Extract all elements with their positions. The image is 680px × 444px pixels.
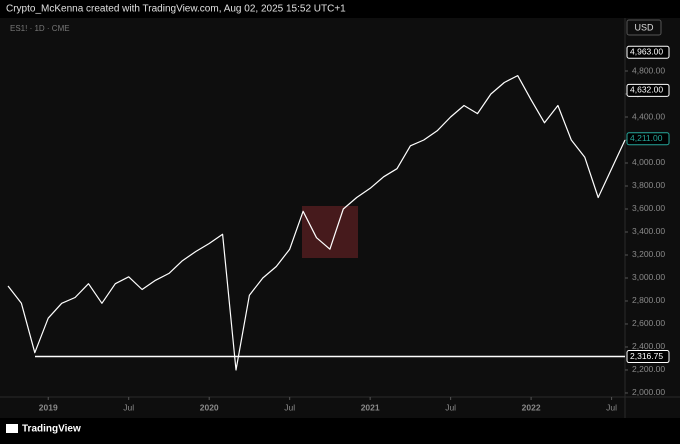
price-marker: [626, 132, 670, 146]
x-tick-label: Jul: [284, 402, 295, 412]
price-marker-label: 4,632.00: [630, 85, 663, 95]
price-marker: [626, 83, 670, 97]
y-tick-label: 3,200.00: [632, 249, 665, 259]
price-line: [7, 75, 626, 371]
price-marker: [626, 45, 670, 59]
y-tick-label: 2,400.00: [632, 341, 665, 351]
y-tick-label: 2,800.00: [632, 295, 665, 305]
header-text: Crypto_McKenna created with TradingView.…: [6, 4, 346, 15]
y-tick-label: 4,800.00: [632, 65, 665, 75]
currency: USD: [634, 22, 654, 32]
price-marker-label: 4,963.00: [630, 47, 663, 57]
x-tick-label: 2022: [522, 402, 541, 412]
y-tick-label: 3,600.00: [632, 203, 665, 213]
brand-logo: [6, 424, 18, 433]
footer-bar: [0, 418, 680, 439]
x-tick-label: 2020: [200, 402, 219, 412]
currency-box: [626, 19, 662, 36]
y-tick-label: 4,000.00: [632, 157, 665, 167]
price-marker-label: 2,316.75: [630, 351, 663, 361]
y-tick-label: 2,600.00: [632, 318, 665, 328]
y-tick-label: 4,400.00: [632, 111, 665, 121]
y-tick-label: 3,400.00: [632, 226, 665, 236]
x-tick-label: 2019: [39, 402, 58, 412]
x-tick-label: Jul: [445, 402, 456, 412]
y-tick-label: 3,800.00: [632, 180, 665, 190]
symbol-info: ES1! · 1D · CME: [10, 24, 70, 33]
brand: TradingView: [22, 424, 81, 435]
x-tick-label: 2021: [361, 402, 380, 412]
y-tick-label: 2,000.00: [632, 387, 665, 397]
price-marker: [626, 350, 670, 364]
header-bar: [0, 0, 680, 18]
price-marker-label: 4,211.00: [630, 133, 663, 143]
x-tick-label: Jul: [123, 402, 134, 412]
y-tick-label: 2,200.00: [632, 364, 665, 374]
x-tick-label: Jul: [606, 402, 617, 412]
y-tick-label: 3,000.00: [632, 272, 665, 282]
highlight-box: [302, 206, 358, 258]
